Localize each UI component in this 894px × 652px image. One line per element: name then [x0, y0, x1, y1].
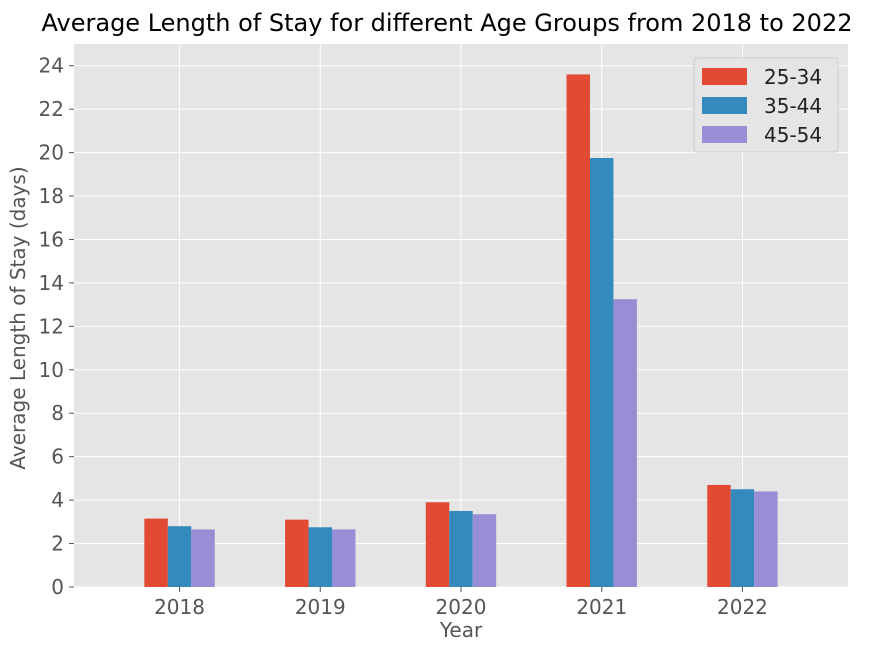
bar-25-34-2019 [285, 519, 309, 587]
legend: 25-34 35-44 45-54 [693, 57, 839, 153]
bars [144, 74, 778, 587]
x-axis-label: Year [439, 618, 483, 642]
bar-45-54-2020 [472, 514, 497, 587]
bar-45-54-2022 [754, 491, 778, 587]
legend-swatch-35-44 [702, 97, 747, 114]
y-tick-label: 12 [39, 314, 64, 338]
bar-25-34-2022 [707, 484, 731, 587]
bar-25-34-2021 [566, 74, 590, 587]
x-tick-label: 2018 [154, 595, 205, 619]
x-tick-label: 2022 [717, 595, 768, 619]
y-tick-label: 18 [39, 184, 64, 208]
y-tick-label: 16 [39, 227, 64, 251]
y-tick-label: 24 [39, 54, 64, 78]
bar-45-54-2019 [332, 529, 356, 587]
y-tick-label: 8 [51, 401, 64, 425]
y-axis-label: Average Length of Stay (days) [6, 166, 30, 469]
y-tick-label: 0 [51, 575, 64, 599]
bar-25-34-2020 [425, 502, 450, 587]
y-tick-label: 2 [51, 532, 64, 556]
x-axis-ticks: 2018 2019 2020 2021 2022 [154, 587, 768, 619]
x-tick-label: 2020 [436, 595, 487, 619]
y-tick-label: 22 [39, 97, 64, 121]
legend-swatch-45-54 [702, 126, 747, 143]
y-tick-label: 20 [39, 141, 64, 165]
bar-35-44-2019 [308, 527, 332, 587]
bar-25-34-2018 [144, 518, 168, 587]
bar-35-44-2021 [590, 158, 614, 587]
legend-label-25-34: 25-34 [764, 65, 822, 89]
bar-45-54-2018 [191, 529, 215, 587]
chart-title: Average Length of Stay for different Age… [42, 9, 853, 37]
x-tick-label: 2021 [576, 595, 627, 619]
bar-45-54-2021 [613, 299, 637, 587]
x-tick-label: 2019 [295, 595, 346, 619]
y-tick-label: 4 [51, 488, 64, 512]
y-tick-label: 6 [51, 445, 64, 469]
y-tick-label: 10 [39, 358, 64, 382]
legend-label-35-44: 35-44 [764, 94, 822, 118]
bar-35-44-2018 [167, 526, 192, 587]
legend-swatch-25-34 [702, 68, 747, 85]
grid-lines [74, 44, 848, 588]
legend-label-45-54: 45-54 [764, 123, 822, 147]
bar-35-44-2020 [449, 510, 473, 587]
bar-35-44-2022 [730, 489, 755, 587]
y-tick-label: 14 [39, 271, 64, 295]
